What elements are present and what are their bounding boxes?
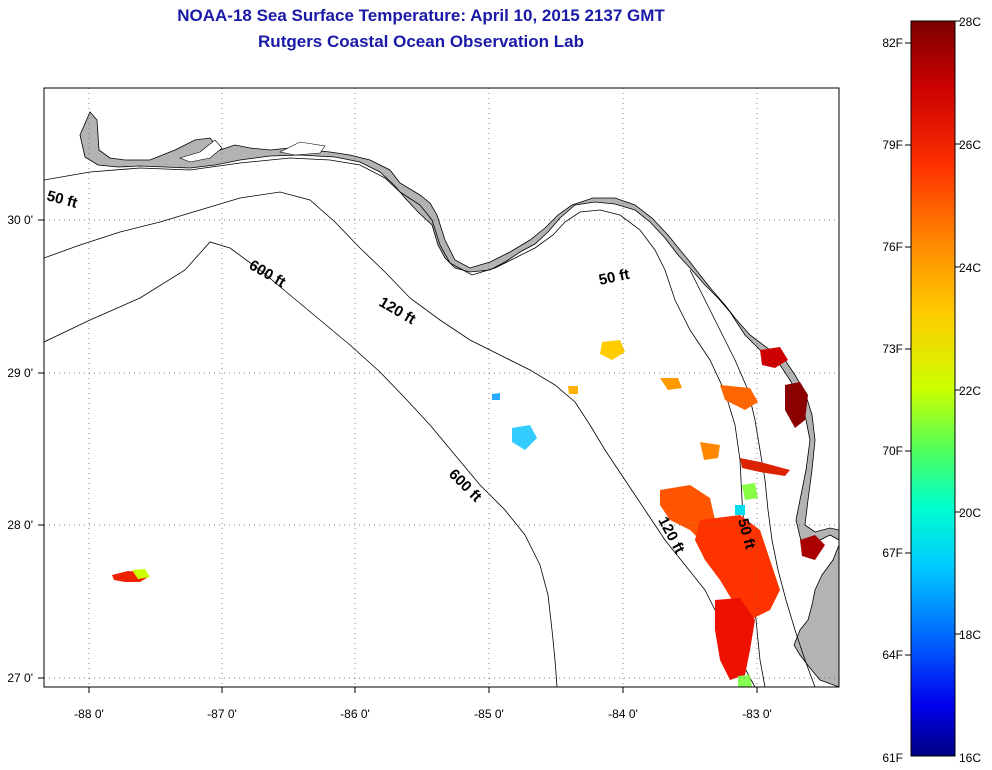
lat-label: 29 0'	[7, 366, 33, 380]
colorbar-c-label: 18C	[959, 628, 981, 642]
lat-label: 28 0'	[7, 518, 33, 532]
colorbar-f-label: 79F	[882, 138, 903, 152]
colorbar-f-label: 70F	[882, 444, 903, 458]
lat-label: 30 0'	[7, 213, 33, 227]
map-frame	[43, 87, 840, 688]
colorbar	[910, 20, 956, 757]
contour-50ft-west	[44, 157, 766, 687]
colorbar-c-label: 22C	[959, 384, 981, 398]
inland-lake	[498, 92, 530, 103]
colorbar-f-label: 82F	[882, 36, 903, 50]
colorbar-f-label: 73F	[882, 342, 903, 356]
contour-50ft-east	[689, 269, 816, 687]
map-title: NOAA-18 Sea Surface Temperature: April 1…	[177, 6, 665, 25]
contour-120ft	[44, 191, 756, 687]
lat-label: 27 0'	[7, 671, 33, 685]
colorbar-c-label: 24C	[959, 261, 981, 275]
contour-600ft	[44, 241, 558, 687]
lon-label: -86 0'	[340, 707, 370, 721]
lon-label: -84 0'	[608, 707, 638, 721]
colorbar-c-label: 26C	[959, 138, 981, 152]
sst-patches	[112, 340, 825, 687]
lon-label: -83 0'	[742, 707, 772, 721]
lon-label: -85 0'	[474, 707, 504, 721]
colorbar-f-label: 61F	[882, 751, 903, 765]
colorbar-f-label: 64F	[882, 648, 903, 662]
lon-label: -88 0'	[74, 707, 104, 721]
contour-label-50ft-east: 50 ft	[597, 266, 631, 289]
colorbar-f-label: 67F	[882, 546, 903, 560]
colorbar-c-label: 16C	[959, 751, 981, 765]
colorbar-f-label: 76F	[882, 240, 903, 254]
bay-inlet	[279, 141, 326, 156]
colorbar-c-label: 20C	[959, 506, 981, 520]
map-subtitle: Rutgers Coastal Ocean Observation Lab	[258, 32, 584, 51]
lon-label: -87 0'	[207, 707, 237, 721]
land-mass	[44, 88, 839, 687]
colorbar-c-label: 28C	[959, 15, 981, 29]
